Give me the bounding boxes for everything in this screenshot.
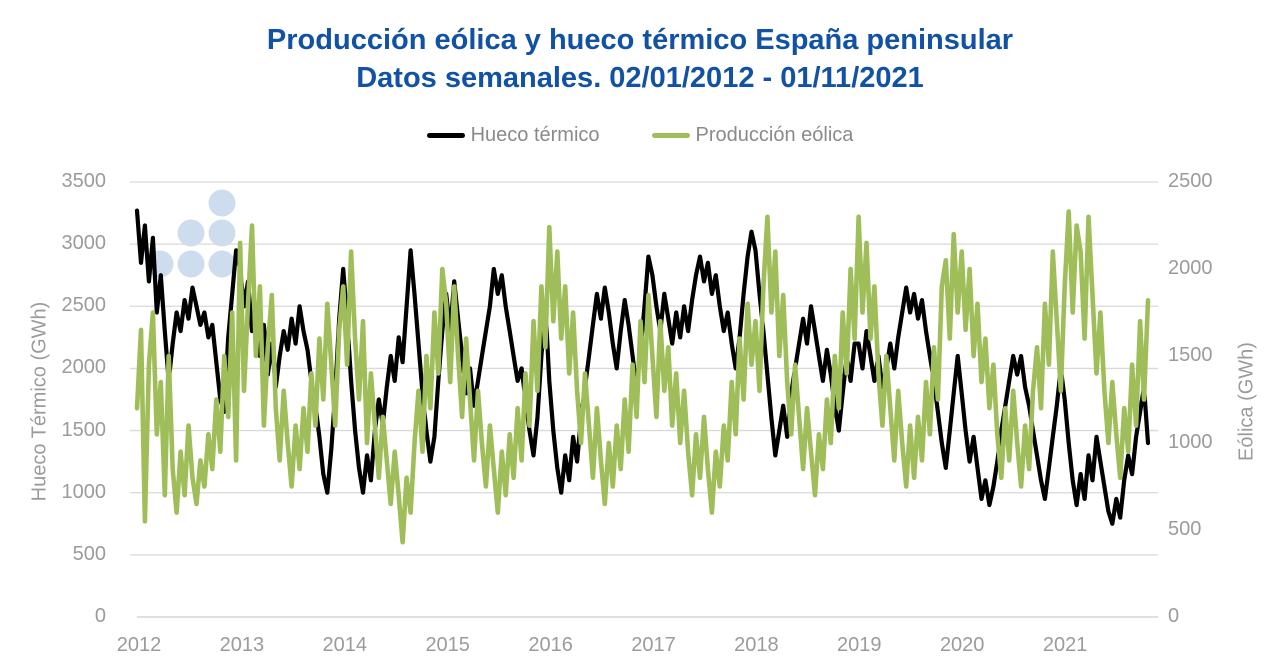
x-axis-tick: 2012 bbox=[116, 634, 162, 656]
legend-item-produccion-eolica: Producción eólica bbox=[651, 124, 854, 147]
watermark-circles-icon bbox=[177, 219, 205, 247]
produccion-eolica-line-swatch bbox=[651, 133, 690, 138]
legend-item-hueco-termico: Hueco térmico bbox=[426, 124, 600, 147]
legend-label-hueco-termico: Hueco térmico bbox=[470, 124, 600, 146]
legend: Hueco térmico Producción eólica bbox=[0, 124, 1280, 147]
left-axis-tick: 2000 bbox=[61, 356, 107, 379]
right-axis-tick: 1500 bbox=[1168, 344, 1213, 366]
watermark-circles-icon bbox=[208, 250, 236, 278]
hueco-termico-line-swatch bbox=[426, 133, 465, 138]
right-axis-title: Eólica (GWh) bbox=[1235, 342, 1258, 461]
left-axis-tick: 1000 bbox=[61, 480, 107, 503]
legend-label-produccion-eolica: Producción eólica bbox=[695, 124, 854, 146]
x-axis-tick: 2018 bbox=[734, 634, 779, 656]
x-axis-tick: 2019 bbox=[837, 634, 882, 656]
x-axis-tick: 2016 bbox=[528, 634, 573, 656]
watermark-circles-icon bbox=[208, 189, 236, 217]
right-axis-tick: 0 bbox=[1168, 605, 1180, 627]
left-axis-tick: 500 bbox=[72, 542, 106, 565]
x-axis-tick: 2015 bbox=[425, 634, 470, 656]
x-axis-tick: 2021 bbox=[1042, 634, 1088, 656]
x-axis-tick: 2020 bbox=[939, 634, 985, 656]
watermark-circles-icon bbox=[177, 250, 205, 278]
left-axis-tick: 0 bbox=[94, 605, 106, 627]
chart-title-line1: Producción eólica y hueco térmico España… bbox=[266, 24, 1014, 56]
right-axis-tick: 500 bbox=[1168, 518, 1202, 540]
x-axis-tick: 2017 bbox=[631, 634, 676, 656]
left-axis-tick: 3000 bbox=[61, 232, 107, 255]
watermark-circles-icon bbox=[208, 219, 236, 247]
left-axis-tick: 2500 bbox=[61, 294, 107, 317]
left-axis-tick: 1500 bbox=[61, 418, 107, 441]
series-producci-n-e-lica bbox=[134, 209, 1151, 545]
left-axis-tick: 3500 bbox=[61, 170, 107, 192]
left-axis-title: Hueco Térmico (GWh) bbox=[28, 301, 51, 502]
x-axis-tick: 2014 bbox=[322, 634, 368, 656]
right-axis-tick: 1000 bbox=[1168, 431, 1213, 453]
chart-title-line2: Datos semanales. 02/01/2012 - 01/11/2021 bbox=[356, 62, 924, 94]
right-axis-tick: 2500 bbox=[1168, 170, 1213, 192]
x-axis-tick: 2013 bbox=[219, 634, 265, 656]
right-axis-tick: 2000 bbox=[1168, 257, 1213, 279]
